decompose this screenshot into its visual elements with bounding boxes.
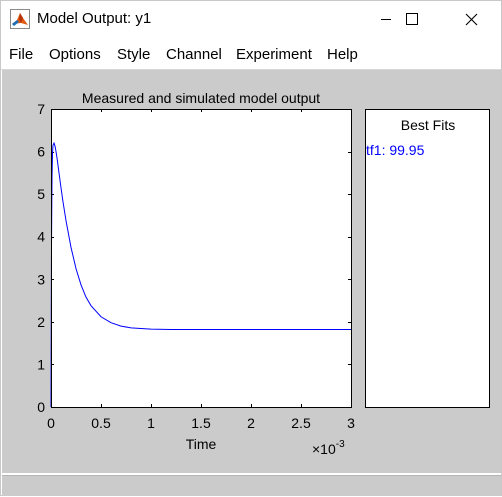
y-tick-label: 2: [37, 314, 45, 330]
y-tick-label: 0: [37, 399, 45, 415]
x-tick-label: 0.5: [91, 415, 111, 431]
x-tick-label: 3: [347, 415, 355, 431]
status-bar: [2, 475, 501, 496]
y-tick-label: 3: [37, 271, 45, 287]
y-tick-label: 5: [37, 186, 45, 202]
x-tick-label: 2.5: [291, 415, 311, 431]
best-fits-panel: [365, 109, 490, 408]
x-exponent-label: ×10-3: [312, 439, 345, 457]
y-tick-label: 4: [37, 229, 45, 245]
close-button[interactable]: [448, 1, 494, 37]
x-axis-label: Time: [186, 436, 217, 452]
series-line-tf1[interactable]: [50, 141, 351, 408]
maximize-button[interactable]: [389, 1, 435, 37]
window-title: Model Output: y1: [37, 10, 152, 27]
x-tick-label: 0: [47, 415, 55, 431]
menu-file[interactable]: File: [9, 46, 34, 63]
maximize-icon: [406, 13, 418, 25]
menu-style[interactable]: Style: [117, 46, 151, 63]
menu-help[interactable]: Help: [327, 46, 358, 63]
minimize-button[interactable]: [363, 1, 409, 37]
x-tick-label: 2: [247, 415, 255, 431]
menu-channel[interactable]: Channel: [166, 46, 222, 63]
x-tick-label: 1: [147, 415, 155, 431]
chart-title: Measured and simulated model output: [82, 90, 320, 106]
menu-bar: File Options Style Channel Experiment He…: [1, 41, 501, 67]
x-tick-label: 1.5: [191, 415, 211, 431]
best-fit-entry-tf1[interactable]: tf1: 99.95: [366, 142, 425, 158]
matlab-icon: [10, 9, 30, 29]
y-tick-label: 7: [37, 101, 45, 117]
axes-frame: [51, 109, 352, 408]
menu-divider: [1, 69, 501, 70]
menu-options[interactable]: Options: [49, 46, 101, 63]
y-tick-labels: 0 1 2 3 4 5 6 7: [37, 101, 45, 415]
menu-experiment[interactable]: Experiment: [236, 46, 312, 63]
y-tick-label: 1: [37, 356, 45, 372]
minimize-icon: [381, 19, 391, 20]
axes-background[interactable]: [51, 109, 351, 407]
close-icon: [465, 13, 477, 25]
best-fits-title: Best Fits: [401, 117, 455, 133]
x-tick-labels: 0 0.5 1 1.5 2 2.5 3: [47, 415, 355, 431]
y-tick-label: 6: [37, 144, 45, 160]
title-bar[interactable]: Model Output: y1: [1, 1, 501, 37]
